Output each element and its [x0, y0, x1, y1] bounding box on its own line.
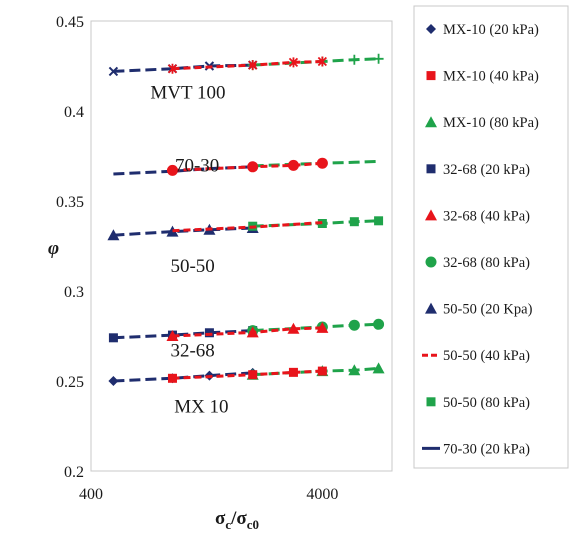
legend-item-32-68-20-kpa: 32-68 (20 kPa): [426, 162, 530, 178]
data-point-mvt-100-80-kpa-2: [349, 54, 360, 65]
series-line-32-68-40-kpa: [172, 326, 323, 338]
series-32-68-40-kpa: [166, 321, 329, 341]
series-50-50-40-kpa: [172, 221, 323, 233]
legend-swatch-marker: [426, 71, 436, 81]
y-tick-label: 0.4: [64, 104, 84, 121]
series-line-50-50-40-kpa: [172, 221, 323, 233]
y-tick-label: 0.3: [64, 284, 84, 301]
x-tick-label: 400: [79, 486, 103, 503]
legend-frame: [413, 5, 569, 469]
y-tick-label: 0.25: [56, 374, 84, 391]
data-point-mx-10-20-kpa-0: [108, 376, 119, 386]
legend-label: 32-68 (40 kPa): [443, 208, 530, 224]
data-point-mvt-100-20-kpa-0: [108, 66, 119, 77]
series-mx-10-20-kpa: [108, 367, 258, 386]
series-line-70-30-40-kpa: [172, 161, 323, 172]
data-point-mx-10-40-kpa-3: [317, 366, 327, 376]
legend-item-mx-10-20-kpa: MX-10 (20 kPa): [426, 22, 539, 38]
legend-label: 50-50 (40 kPa): [443, 348, 530, 364]
legend-item-32-68-40-kpa: 32-68 (40 kPa): [425, 208, 530, 224]
series-70-30-40-kpa: [166, 157, 328, 176]
data-point-32-68-80-kpa-2: [348, 319, 360, 331]
series-mvt-100-40-kpa: [167, 56, 327, 74]
data-point-mx-10-40-kpa-0: [167, 373, 177, 383]
x-tick-label: 4000: [306, 486, 338, 503]
data-point-70-30-40-kpa-0: [166, 164, 178, 176]
series-mvt-100-20-kpa: [108, 60, 258, 77]
data-point-50-50-20-kpa-0: [107, 229, 120, 241]
data-point-32-68-40-kpa-2: [287, 322, 300, 334]
data-point-mx-10-40-kpa-2: [288, 367, 298, 377]
data-point-32-68-20-kpa-0: [108, 333, 118, 343]
legend-swatch-marker: [425, 302, 437, 314]
annotation-32-68: 32-68: [170, 341, 214, 362]
data-point-32-68-40-kpa-1: [246, 326, 259, 338]
series-line-mvt-100-40-kpa: [172, 60, 323, 71]
series-line-mx-10-40-kpa: [172, 369, 323, 380]
data-point-mvt-100-40-kpa-0: [167, 63, 178, 74]
plot-area-frame: [90, 20, 393, 472]
data-point-32-68-20-kpa-2: [204, 328, 214, 338]
data-point-mvt-100-40-kpa-1: [248, 60, 258, 71]
y-tick-label: 0.2: [64, 464, 84, 481]
data-point-70-30-40-kpa-1: [247, 161, 259, 173]
data-point-mvt-100-80-kpa-3: [373, 53, 384, 64]
data-point-70-30-40-kpa-3: [316, 157, 328, 169]
data-point-70-30-40-kpa-2: [287, 159, 299, 171]
legend-item-70-30-20-kpa: 70-30 (20 kPa): [422, 441, 530, 457]
legend-label: MX-10 (20 kPa): [443, 22, 539, 38]
series-line-32-68-20-kpa: [113, 329, 253, 340]
data-point-mx-10-80-kpa-2: [348, 364, 361, 376]
legend-label: MX-10 (80 kPa): [443, 115, 539, 131]
data-point-50-50-80-kpa-2: [349, 217, 359, 227]
legend-swatch-marker: [425, 256, 437, 268]
x-axis-title: σc/σc0: [215, 508, 259, 532]
annotation-70-30: 70-30: [175, 155, 219, 176]
y-tick-label: 0.35: [56, 194, 84, 211]
data-point-50-50-20-kpa-1: [166, 225, 179, 237]
annotations: MVT 100 70-30 50-50 32-68 MX 10: [150, 82, 228, 417]
data-point-mx-10-40-kpa-1: [248, 370, 258, 380]
legend-label: 50-50 (20 Kpa): [443, 302, 533, 318]
legend-label: 70-30 (20 kPa): [443, 441, 530, 457]
series-layer: [107, 53, 385, 386]
tick-labels: 0.2 0.25 0.3 0.35 0.4 0.45 400 4000: [56, 14, 338, 503]
legend-label: MX-10 (40 kPa): [443, 69, 539, 85]
series-mx-10-40-kpa: [167, 366, 327, 383]
legend-item-32-68-80-kpa: 32-68 (80 kPa): [425, 255, 530, 271]
annotation-mvt-100: MVT 100: [150, 82, 225, 103]
annotation-50-50: 50-50: [170, 256, 214, 277]
annotation-mx-10: MX 10: [174, 397, 228, 418]
legend-item-mx-10-40-kpa: MX-10 (40 kPa): [426, 69, 539, 85]
legend: MX-10 (20 kPa) MX-10 (40 kPa) MX-10 (80 kP…: [422, 22, 539, 457]
legend-swatch-marker: [425, 116, 437, 128]
legend-swatch-marker: [426, 397, 436, 407]
data-point-50-50-80-kpa-3: [374, 216, 384, 226]
legend-swatch-marker: [425, 209, 437, 221]
data-point-mvt-100-40-kpa-3: [317, 56, 327, 67]
legend-item-50-50-80-kpa: 50-50 (80 kPa): [426, 395, 530, 411]
legend-label: 32-68 (20 kPa): [443, 162, 530, 178]
series-50-50-20-kpa: [107, 222, 259, 241]
legend-swatch-marker: [426, 24, 436, 34]
data-point-mvt-100-40-kpa-2: [288, 57, 299, 68]
legend-swatch-marker: [426, 164, 436, 174]
data-point-mx-10-80-kpa-3: [372, 362, 385, 374]
data-point-50-50-80-kpa-1: [317, 219, 327, 228]
data-point-32-68-80-kpa-3: [373, 318, 385, 330]
legend-label: 50-50 (80 kPa): [443, 395, 530, 411]
legend-item-50-50-20-kpa: 50-50 (20 Kpa): [425, 302, 533, 318]
legend-label: 32-68 (80 kPa): [443, 255, 530, 271]
data-point-32-68-40-kpa-3: [316, 321, 329, 333]
data-point-32-68-40-kpa-0: [166, 330, 179, 341]
legend-item-50-50-40-kpa: 50-50 (40 kPa): [422, 348, 530, 364]
y-axis-title: φ: [48, 238, 59, 259]
y-tick-label: 0.45: [56, 14, 84, 31]
legend-item-mx-10-80-kpa: MX-10 (80 kPa): [425, 115, 539, 131]
